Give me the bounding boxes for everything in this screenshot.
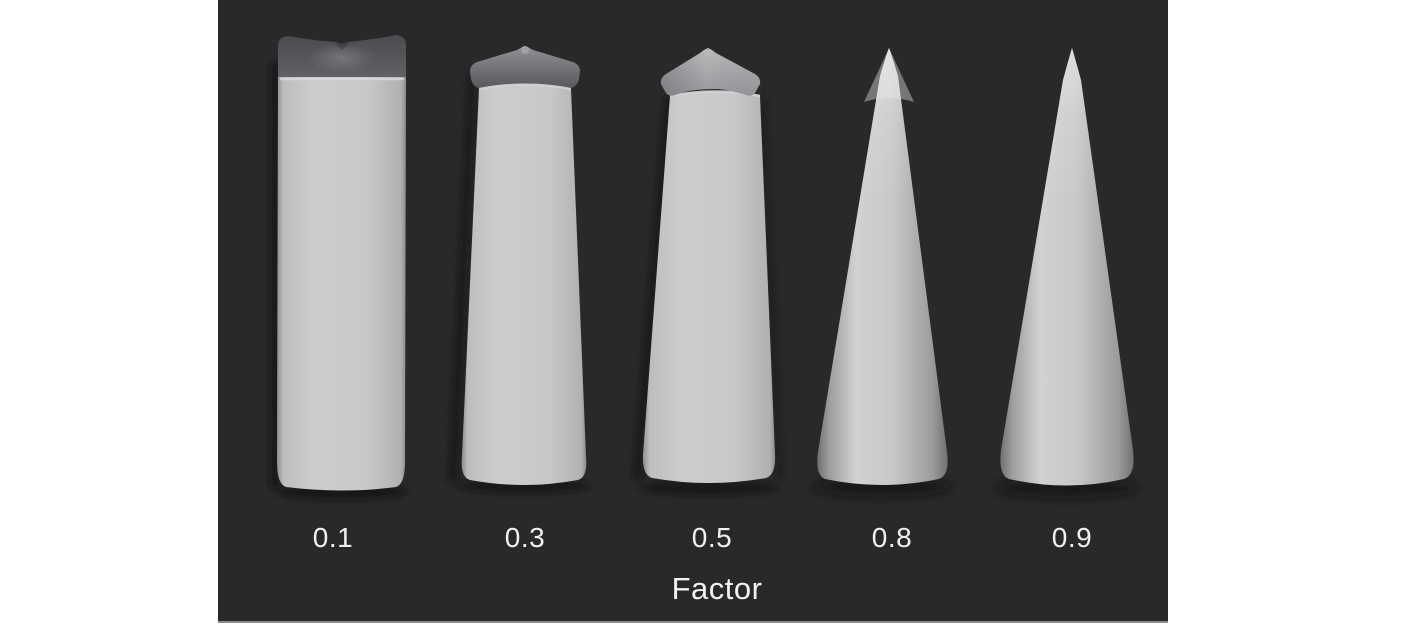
shape-factor-0-9	[1000, 48, 1134, 486]
factor-label-2: 0.3	[504, 522, 546, 553]
factor-label-5: 0.9	[1051, 522, 1093, 553]
factor-label-4: 0.8	[871, 522, 913, 553]
shape-factor-0-3	[461, 46, 587, 485]
shape-shadows	[270, 62, 1139, 500]
figure-panel: 0.1 0.3 0.5 0.8 0.9 Factor	[218, 0, 1168, 623]
shape-factor-0-5	[642, 48, 776, 483]
factor-label-1: 0.1	[312, 522, 354, 553]
factor-label-3: 0.5	[691, 522, 733, 553]
shape-factor-0-8	[817, 48, 948, 485]
shape-factor-0-1	[277, 35, 406, 491]
axis-label-factor: Factor	[671, 571, 763, 606]
figure-canvas	[270, 35, 1139, 500]
